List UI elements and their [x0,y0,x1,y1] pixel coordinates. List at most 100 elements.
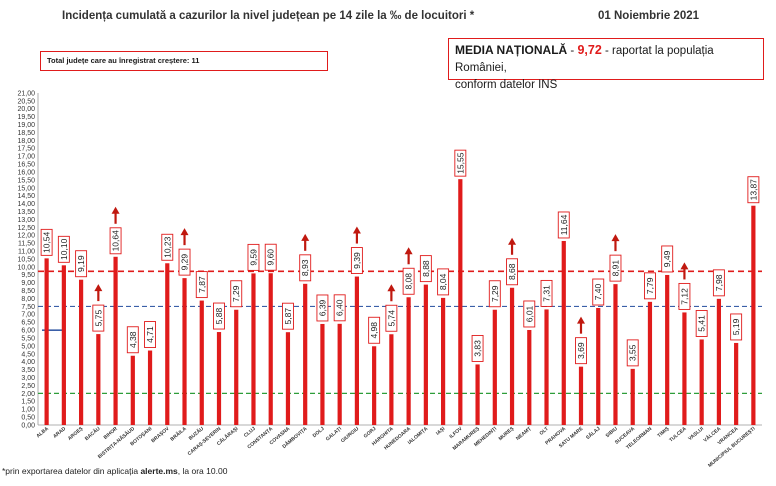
data-label-group: 10,23 [161,233,174,261]
data-label-box [575,337,587,365]
increase-count-box: Total județe care au înregistrat creșter… [40,51,328,71]
bar [96,334,101,425]
data-label: 9,60 [266,249,276,266]
y-tick-label: 1,50 [21,399,35,406]
data-label-group: 5,19 [730,313,743,341]
bar [406,297,411,425]
data-label: 15,55 [455,152,465,174]
increase-arrow-head [611,234,620,242]
increase-arrow-head [387,284,396,292]
data-label-box [402,267,415,295]
bar [113,256,118,425]
data-label-box [471,334,484,362]
data-label: 7,98 [714,274,724,291]
bar [630,368,635,425]
data-label: 5,41 [697,315,707,332]
data-label-group: 8,68 [506,258,518,286]
data-label-group: 6,39 [316,294,329,322]
increase-arrow-head [508,237,517,245]
bar [423,284,428,425]
data-label-box [126,326,139,354]
x-tick-label: GORJ [363,426,378,440]
data-label: 10,23 [162,236,172,258]
data-label-box [316,294,329,322]
national-average-text-2: conform datelor INS [455,79,558,91]
data-label-box [419,255,432,283]
x-tick-label: MUREȘ [498,426,516,443]
footnote-app: alerte.ms [140,466,178,476]
y-tick-label: 11,50 [18,241,35,248]
increase-arrow-head [680,262,689,270]
x-tick-label: OLT [539,426,550,437]
data-label-group: 5,74 [385,304,398,332]
y-tick-label: 2,50 [21,383,35,390]
bar [440,297,446,425]
x-tick-label: CLUJ [243,426,257,439]
data-label-group: 15,55 [454,149,467,177]
data-label-box [609,254,622,282]
data-label-box [695,310,708,337]
bar [578,366,584,425]
y-axis: 0,000,501,001,502,002,503,003,504,004,50… [17,90,762,429]
data-label-box [230,280,243,308]
data-label-group: 5,88 [213,302,225,330]
data-label-group: 4,71 [144,321,156,348]
data-label-group: 13,87 [747,176,760,204]
data-label-group: 10,54 [40,228,53,256]
data-label-group: 7,87 [195,271,208,299]
data-label-group: 3,83 [471,334,484,362]
bar [665,274,670,425]
data-label: 5,87 [283,308,293,325]
data-label: 9,19 [76,255,86,272]
footnote-prefix: *prin exportarea datelor din aplicația [2,466,141,476]
data-label: 10,54 [42,231,52,253]
y-tick-label: 1,00 [21,407,35,414]
data-label: 7,29 [490,285,500,302]
increase-arrow-head [111,206,120,214]
bar [682,312,687,425]
data-label-box [712,269,725,297]
data-label-group: 8,04 [437,268,450,296]
bar [303,283,308,425]
y-tick-label: 17,50 [17,146,35,153]
data-label-box [661,245,674,273]
y-tick-label: 8,00 [21,296,35,303]
bar [751,205,756,425]
data-label-group: 5,87 [282,302,294,330]
bar [216,332,222,425]
data-label-group: 10,10 [57,235,70,263]
data-label: 4,98 [369,322,379,339]
y-tick-label: 16,50 [17,162,35,169]
x-tick-label: NEAMȚ [515,426,532,442]
chart-title: Incidența cumulată a cazurilor la nivel … [62,10,475,22]
bar [544,309,549,425]
y-tick-label: 13,00 [17,217,35,224]
data-label: 10,10 [59,238,69,260]
data-label-box [195,271,208,299]
data-label: 9,49 [662,250,672,267]
x-tick-label: ARGEȘ [67,426,85,442]
data-label-group: 7,12 [678,282,691,310]
y-tick-label: 12,00 [17,233,35,240]
data-label: 7,87 [197,276,207,293]
bar [475,364,480,425]
data-label-box [109,227,122,255]
bar [699,339,704,425]
y-tick-label: 14,00 [17,201,35,208]
y-tick-label: 13,50 [17,209,35,216]
x-tick-label: SĂLAJ [584,425,601,441]
data-label: 10,64 [111,230,121,252]
y-tick-label: 5,50 [21,335,35,342]
data-label: 8,93 [300,259,310,276]
data-label-group: 5,41 [695,310,708,337]
data-label-group: 10,64 [109,227,122,255]
national-average-text-1: raportat la populația României, [455,45,714,74]
data-label: 8,91 [610,260,620,277]
data-label-group: 3,55 [626,339,639,367]
bar [509,287,515,425]
y-tick-label: 15,50 [17,177,35,184]
bar [596,308,601,425]
data-label: 5,88 [214,307,224,324]
data-label: 5,75 [93,310,103,327]
bar [389,334,394,425]
